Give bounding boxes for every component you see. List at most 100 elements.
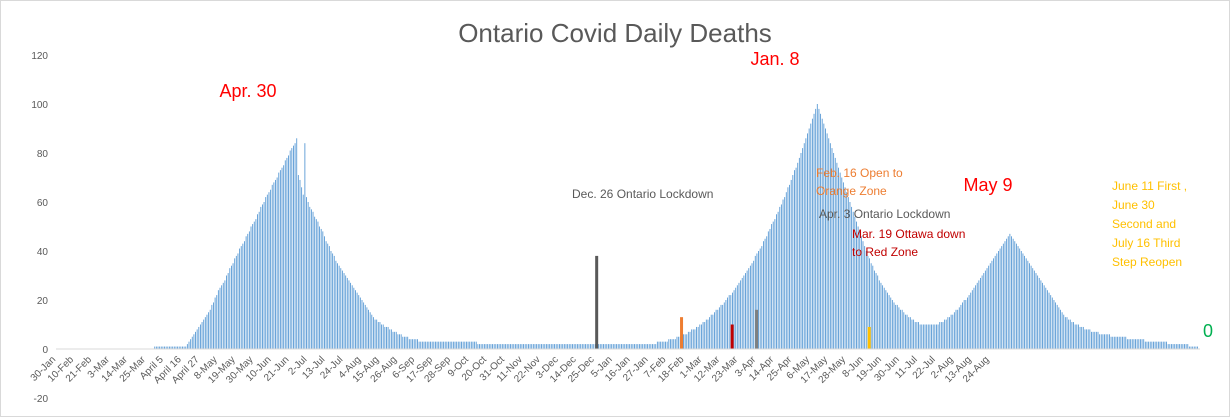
data-bar <box>607 344 609 349</box>
data-bar <box>1195 346 1197 349</box>
data-bar <box>903 312 905 349</box>
data-bar <box>893 302 895 349</box>
data-bar <box>826 133 828 349</box>
data-bar <box>1035 273 1037 349</box>
data-bar <box>782 199 784 349</box>
data-bar <box>183 346 185 349</box>
data-bar <box>666 341 668 349</box>
data-bar <box>891 300 893 349</box>
data-bar <box>616 344 618 349</box>
data-bar <box>1143 339 1145 349</box>
data-bar <box>1156 341 1158 349</box>
chart-title: Ontario Covid Daily Deaths <box>458 18 772 48</box>
data-bar <box>413 339 415 349</box>
data-bar <box>1122 336 1123 349</box>
data-bar <box>707 319 709 349</box>
data-bar <box>518 344 520 349</box>
data-bar <box>844 187 846 349</box>
data-bar <box>1170 344 1172 349</box>
data-bar <box>288 155 289 349</box>
data-bar <box>1107 334 1109 349</box>
data-bar <box>873 270 875 349</box>
data-bar <box>557 344 559 349</box>
data-bar <box>604 344 606 349</box>
data-bar <box>1011 236 1012 349</box>
annotation-jun-line2: June 30 <box>1112 198 1155 212</box>
annotation-jun-line3: Second and <box>1112 217 1176 231</box>
data-bar <box>1179 344 1181 349</box>
data-bar <box>528 344 529 349</box>
data-bar <box>1102 334 1104 349</box>
data-bar <box>989 263 991 349</box>
data-bar <box>629 344 631 349</box>
data-bar <box>470 341 472 349</box>
data-bar <box>606 344 608 349</box>
data-bar <box>674 339 676 349</box>
data-bar <box>705 319 707 349</box>
data-bar <box>642 344 644 349</box>
data-bar <box>975 285 977 349</box>
data-bar <box>469 341 471 349</box>
data-bar <box>496 344 498 349</box>
data-bar <box>998 251 999 349</box>
data-bar <box>955 309 957 349</box>
data-bar <box>658 341 660 349</box>
data-bar <box>1051 297 1053 349</box>
data-bar <box>505 344 507 349</box>
data-bar <box>831 148 833 349</box>
data-bar <box>1038 277 1040 349</box>
data-bar <box>438 341 440 349</box>
data-bar <box>420 341 422 349</box>
data-bar <box>683 334 684 349</box>
data-bar <box>808 128 810 349</box>
data-bar <box>1125 336 1127 349</box>
data-bar <box>671 339 673 349</box>
data-bar <box>381 324 383 349</box>
data-bar <box>939 322 941 349</box>
data-bar <box>860 236 862 349</box>
data-bar <box>431 341 433 349</box>
data-bar <box>1029 263 1030 349</box>
data-bar <box>572 344 573 349</box>
data-bar <box>883 287 885 349</box>
data-bar <box>937 324 939 349</box>
data-bar <box>875 273 877 349</box>
data-bar <box>638 344 640 349</box>
data-bar <box>593 344 595 349</box>
annotation-jun-line5: Step Reopen <box>1112 255 1182 269</box>
data-bar <box>382 324 384 349</box>
data-bar <box>1144 341 1146 349</box>
data-bar <box>399 334 400 349</box>
data-bar <box>410 339 412 349</box>
data-bar <box>820 113 822 349</box>
data-bar <box>842 182 844 349</box>
data-bar <box>926 324 928 349</box>
data-bar <box>691 329 693 349</box>
data-bar <box>580 344 582 349</box>
data-bar <box>195 331 196 349</box>
data-bar <box>425 341 427 349</box>
data-bar <box>885 290 887 349</box>
data-bar <box>449 341 451 349</box>
data-bar <box>281 167 283 349</box>
data-bar <box>753 260 755 349</box>
data-bar <box>465 341 467 349</box>
data-bar <box>510 344 511 349</box>
data-bar <box>728 295 730 349</box>
data-bar <box>787 187 789 349</box>
data-bar <box>1060 309 1061 349</box>
data-bar <box>1185 344 1187 349</box>
data-bar <box>214 297 216 349</box>
data-bar <box>882 285 884 349</box>
data-bar <box>653 344 655 349</box>
data-bar <box>1027 260 1029 349</box>
data-bar <box>851 206 853 349</box>
data-bar <box>446 341 448 349</box>
data-bar <box>795 167 797 349</box>
data-bar <box>854 216 856 349</box>
data-bar <box>692 329 694 349</box>
data-bar <box>1193 346 1195 349</box>
data-bar <box>640 344 642 349</box>
data-bar <box>807 133 808 349</box>
